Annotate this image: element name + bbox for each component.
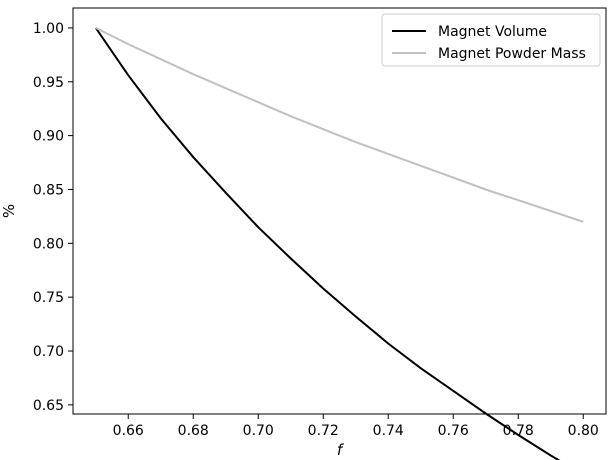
series-line-magnet-volume bbox=[94, 27, 561, 460]
series-line-magnet-powder-mass bbox=[95, 27, 584, 223]
x-tick-label: 0.80 bbox=[568, 423, 599, 439]
axis-ticks: 0.66 0.68 0.70 0.72 0.74 0.76 0.78 0.80 0.65 0.70… bbox=[33, 21, 599, 439]
x-tick-label: 0.66 bbox=[113, 423, 144, 439]
y-tick-label: 0.80 bbox=[33, 236, 64, 252]
plot-frame bbox=[72, 7, 607, 415]
x-tick-label: 0.76 bbox=[438, 423, 469, 439]
legend: Magnet Volume Magnet Powder Mass bbox=[381, 13, 601, 67]
x-tick-label: 0.74 bbox=[373, 423, 404, 439]
plot-area bbox=[72, 7, 607, 415]
y-tick-label: 0.95 bbox=[33, 75, 64, 91]
y-tick-label: 0.85 bbox=[33, 182, 64, 198]
y-tick-label: 0.70 bbox=[33, 344, 64, 360]
x-axis-label: f bbox=[337, 441, 345, 459]
series-layer bbox=[94, 27, 584, 460]
x-tick-label: 0.78 bbox=[503, 423, 534, 439]
y-axis-label: % bbox=[0, 204, 18, 218]
x-tick-label: 0.72 bbox=[308, 423, 339, 439]
x-tick-label: 0.70 bbox=[243, 423, 274, 439]
y-tick-label: 0.75 bbox=[33, 290, 64, 306]
legend-box bbox=[381, 13, 601, 67]
y-tick-label: 0.65 bbox=[33, 398, 64, 414]
y-tick-label: 0.90 bbox=[33, 129, 64, 145]
y-tick-label: 1.00 bbox=[33, 21, 64, 37]
legend-label-magnet-powder-mass: Magnet Powder Mass bbox=[438, 46, 586, 62]
legend-label-magnet-volume: Magnet Volume bbox=[438, 24, 547, 40]
x-tick-label: 0.68 bbox=[178, 423, 209, 439]
